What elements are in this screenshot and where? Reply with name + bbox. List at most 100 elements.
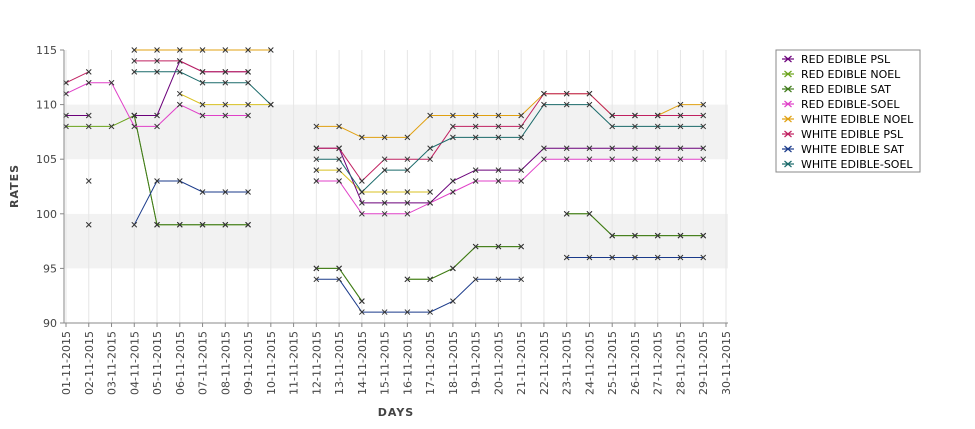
data-point-marker (108, 123, 115, 130)
data-point-marker (518, 276, 525, 283)
data-point-marker (245, 189, 251, 195)
data-point-marker (427, 309, 433, 315)
x-tick-label: 27-11-2015 (652, 331, 665, 395)
data-point-marker (404, 167, 411, 173)
y-tick-label: 90 (43, 317, 57, 330)
x-tick-label: 13-11-2015 (333, 331, 346, 395)
data-point-marker (245, 101, 251, 108)
series-layer (63, 47, 707, 315)
data-point-marker (472, 243, 479, 250)
legend-box (775, 49, 921, 173)
data-point-marker (609, 112, 616, 119)
data-point-marker (131, 68, 138, 75)
series-5 (63, 58, 707, 184)
data-point-marker (495, 123, 502, 130)
data-point-marker (518, 167, 525, 173)
data-point-marker (677, 145, 684, 152)
data-point-marker (199, 47, 206, 53)
legend-marker (784, 70, 792, 78)
data-point-marker (245, 221, 251, 228)
data-point-marker (495, 134, 502, 141)
grid-bands (64, 50, 728, 323)
data-point-marker (700, 112, 707, 119)
x-tick-label: 17-11-2015 (424, 331, 437, 395)
data-point-marker (154, 58, 160, 64)
data-point-marker (222, 101, 229, 108)
data-point-marker (176, 221, 183, 228)
legend-item: RED EDIBLE SAT (782, 83, 891, 96)
legend-item: WHITE EDIBLE-SOEL (782, 158, 913, 171)
legend-label: RED EDIBLE-SOEL (801, 98, 900, 111)
data-point-marker (131, 47, 138, 53)
y-axis-title: RATES (8, 164, 21, 208)
data-point-marker (176, 90, 183, 97)
data-point-marker (472, 276, 479, 283)
data-point-marker (654, 232, 661, 239)
data-point-marker (176, 101, 183, 108)
legend-label: WHITE EDIBLE-SOEL (801, 158, 913, 171)
x-tick-label: 12-11-2015 (310, 331, 323, 395)
x-tick-label: 10-11-2015 (265, 331, 278, 395)
data-point-marker (450, 178, 456, 184)
data-point-marker (404, 200, 411, 206)
data-point-marker (450, 265, 456, 272)
y-axis-ticks: 90 95 100 105 110 115 (36, 44, 64, 330)
data-point-marker (586, 90, 593, 97)
x-tick-label: 06-11-2015 (174, 331, 187, 395)
data-point-marker (495, 276, 502, 283)
legend-label: WHITE EDIBLE SAT (801, 143, 904, 156)
data-point-marker (336, 167, 342, 173)
x-tick-label: 29-11-2015 (697, 331, 710, 395)
data-point-marker (176, 58, 183, 64)
legend-marker (784, 85, 792, 93)
x-tick-label: 25-11-2015 (606, 331, 619, 395)
x-tick-label: 03-11-2015 (106, 331, 119, 395)
data-point-marker (131, 58, 138, 64)
data-point-marker (222, 112, 229, 119)
data-point-marker (495, 167, 502, 173)
legend-label: RED EDIBLE SAT (801, 83, 891, 96)
legend-marker (784, 145, 792, 153)
x-tick-label: 22-11-2015 (538, 331, 551, 395)
data-point-marker (677, 156, 684, 163)
grid-band (64, 268, 728, 323)
data-point-marker (700, 232, 707, 239)
data-point-marker (609, 123, 616, 130)
x-tick-label: 16-11-2015 (401, 331, 414, 395)
x-tick-label: 08-11-2015 (219, 331, 232, 395)
data-point-marker (245, 47, 251, 53)
data-point-marker (472, 112, 479, 119)
x-tick-label: 19-11-2015 (470, 331, 483, 395)
data-point-marker (586, 101, 593, 108)
x-tick-label: 30-11-2015 (720, 331, 733, 395)
data-point-marker (131, 123, 138, 130)
data-point-marker (404, 276, 411, 283)
series-2 (85, 112, 707, 305)
data-point-marker (472, 178, 479, 184)
x-tick-label: 02-11-2015 (83, 331, 96, 395)
data-point-marker (359, 189, 365, 195)
data-point-marker (677, 101, 684, 108)
x-axis-ticks: 01-11-2015 02-11-2015 03-11-2015 04-11-2015… (60, 323, 733, 395)
data-point-marker (313, 167, 320, 173)
legend-item: WHITE EDIBLE NOEL (782, 113, 914, 126)
data-point-marker (222, 189, 229, 195)
x-tick-label: 15-11-2015 (379, 331, 392, 395)
data-point-marker (336, 145, 342, 152)
data-point-marker (85, 112, 92, 119)
grid-band (64, 159, 728, 214)
x-axis-title: DAYS (378, 406, 414, 419)
data-point-marker (632, 112, 638, 119)
data-point-marker (267, 47, 274, 53)
legend-marker (784, 55, 792, 63)
legend-label: WHITE EDIBLE NOEL (801, 113, 914, 126)
legend-item: WHITE EDIBLE SAT (782, 143, 904, 156)
data-point-marker (586, 210, 593, 217)
data-point-marker (609, 145, 616, 152)
data-point-marker (450, 298, 456, 305)
data-point-marker (450, 189, 456, 195)
data-point-marker (267, 101, 274, 108)
data-point-marker (313, 178, 320, 184)
data-point-marker (632, 254, 638, 261)
